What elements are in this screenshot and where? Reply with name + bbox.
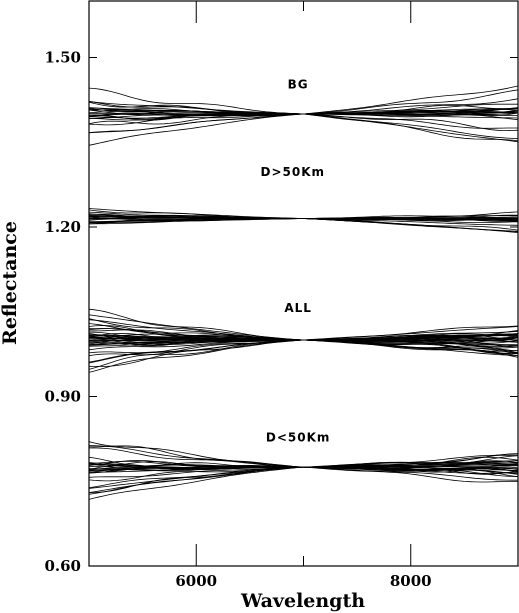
spectrum-line: [88, 441, 519, 468]
group-label: D>50Km: [261, 165, 326, 179]
spectrum-line: [88, 101, 519, 143]
y-axis-title: Reflectance: [0, 221, 21, 345]
x-tick-label: 6000: [175, 572, 217, 590]
y-axis-ticks: 0.60 0.90 1.20 1.50: [44, 49, 518, 575]
y-tick-label: 1.20: [44, 218, 81, 236]
group-label: BG: [288, 78, 309, 92]
spectra-group-2: [88, 308, 519, 373]
spectrum-line: [88, 453, 519, 493]
spectrum-line: [88, 110, 519, 115]
x-axis-ticks: 6000 8000: [175, 1, 432, 590]
group-label: D<50Km: [266, 431, 331, 445]
spectra-series: [88, 85, 519, 500]
group-label: ALL: [284, 301, 312, 315]
spectrum-line: [88, 101, 519, 142]
y-tick-label: 0.90: [44, 388, 81, 406]
spectra-group-0: [88, 85, 519, 146]
spectrum-line: [88, 333, 519, 343]
y-tick-label: 1.50: [44, 49, 81, 67]
x-tick-label: 8000: [390, 572, 432, 590]
group-labels: BG D>50Km ALL D<50Km: [261, 78, 331, 445]
spectrum-line: [88, 339, 519, 370]
spectra-group-3: [88, 441, 519, 500]
spectrum-line: [88, 214, 518, 220]
y-tick-label: 0.60: [44, 557, 81, 575]
x-axis-title: Wavelength: [240, 590, 365, 612]
spectra-group-1: [88, 208, 519, 233]
